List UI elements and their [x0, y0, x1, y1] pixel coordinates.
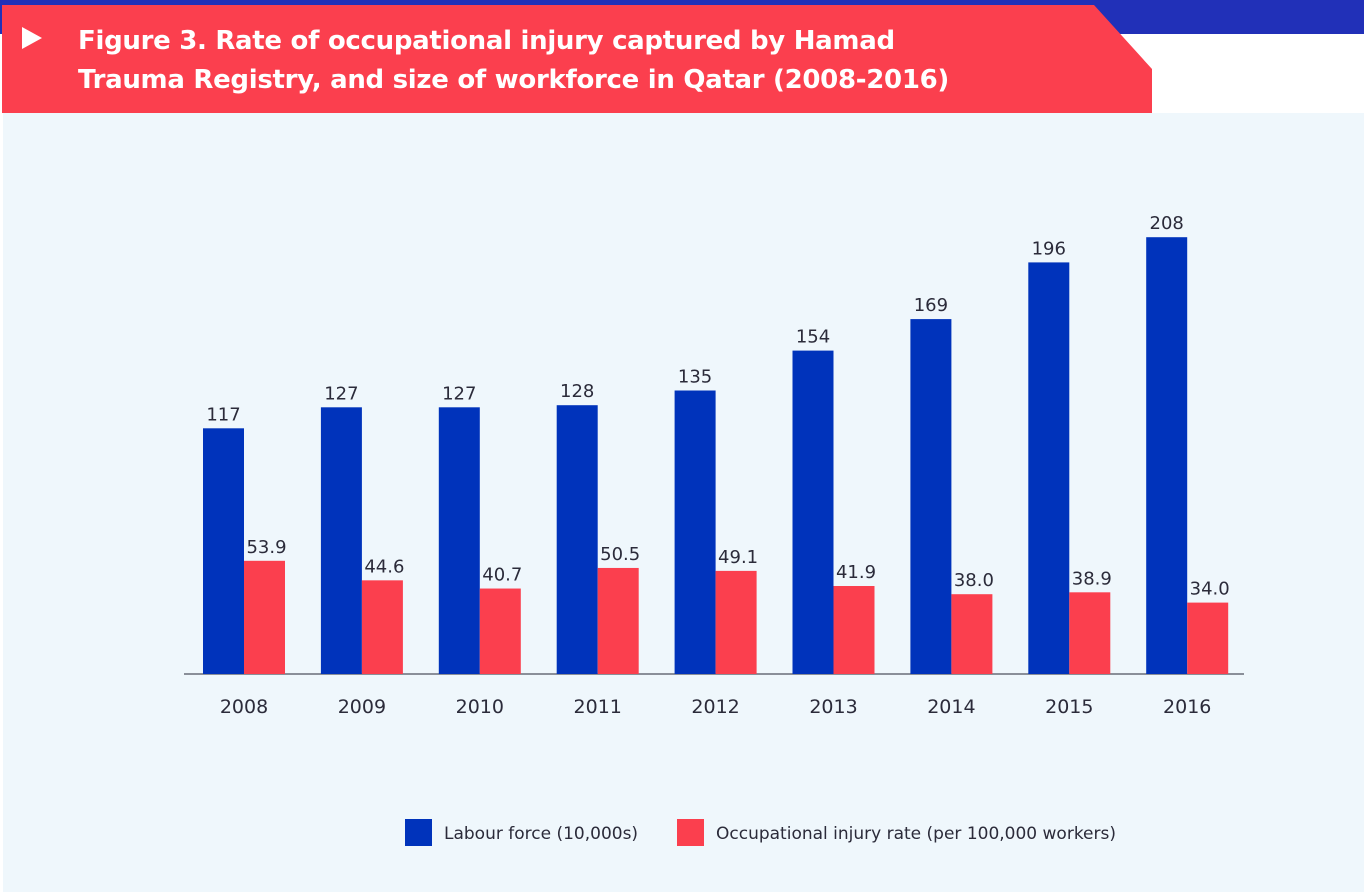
labour-force-bar: [910, 319, 952, 674]
injury-rate-bar: [715, 570, 757, 674]
labour-force-value-label: 154: [796, 327, 830, 348]
legend-label-labour-force: Labour force (10,000s): [444, 824, 638, 844]
figure-title: Figure 3. Rate of occupational injury ca…: [78, 26, 949, 95]
injury-rate-bar: [833, 586, 875, 674]
labour-force-bar: [674, 390, 716, 674]
injury-rate-value-label: 49.1: [718, 547, 758, 568]
labour-force-bar: [1146, 237, 1188, 674]
labour-force-bar: [1028, 262, 1070, 674]
injury-rate-value-label: 38.9: [1072, 568, 1112, 589]
x-tick-label: 2012: [691, 696, 739, 718]
x-tick-label: 2015: [1045, 696, 1093, 718]
labour-force-value-label: 208: [1150, 213, 1184, 234]
labour-force-value-label: 169: [914, 295, 948, 316]
x-tick-label: 2014: [927, 696, 975, 718]
injury-rate-bar: [244, 560, 285, 674]
injury-rate-bar: [951, 594, 993, 674]
x-tick-label: 2009: [338, 696, 386, 718]
injury-rate-bar: [479, 588, 521, 674]
labour-force-value-label: 135: [678, 367, 712, 388]
injury-rate-value-label: 50.5: [600, 544, 640, 565]
labour-force-value-label: 128: [560, 381, 594, 402]
legend-swatch-labour-force: [405, 819, 432, 846]
labour-force-bar: [556, 405, 598, 674]
x-tick-label: 2008: [220, 696, 268, 718]
labour-force-bar: [320, 407, 362, 674]
legend-swatch-injury-rate: [677, 819, 704, 846]
x-tick-label: 2010: [456, 696, 504, 718]
labour-force-value-label: 196: [1032, 238, 1066, 259]
labour-force-bar: [792, 350, 834, 674]
title-banner: [2, 5, 1152, 113]
legend-label-injury-rate: Occupational injury rate (per 100,000 wo…: [716, 824, 1116, 844]
play-icon: [22, 27, 42, 49]
x-tick-label: 2011: [574, 696, 622, 718]
injury-rate-bar: [1069, 592, 1111, 674]
injury-rate-value-label: 40.7: [482, 565, 522, 586]
injury-rate-value-label: 34.0: [1190, 579, 1230, 600]
labour-force-bar: [438, 407, 480, 674]
x-tick-label: 2016: [1163, 696, 1211, 718]
labour-force-value-label: 127: [442, 383, 476, 404]
injury-rate-value-label: 41.9: [836, 562, 876, 583]
labour-force-bar: [203, 428, 244, 674]
x-tick-label: 2013: [809, 696, 857, 718]
labour-force-value-label: 117: [206, 404, 240, 425]
injury-rate-bar: [361, 580, 403, 674]
injury-rate-bar: [1187, 602, 1229, 674]
labour-force-value-label: 127: [324, 383, 358, 404]
injury-rate-value-label: 38.0: [954, 570, 994, 591]
injury-rate-bar: [597, 567, 639, 674]
injury-rate-value-label: 44.6: [364, 556, 404, 577]
injury-rate-value-label: 53.9: [246, 537, 286, 558]
